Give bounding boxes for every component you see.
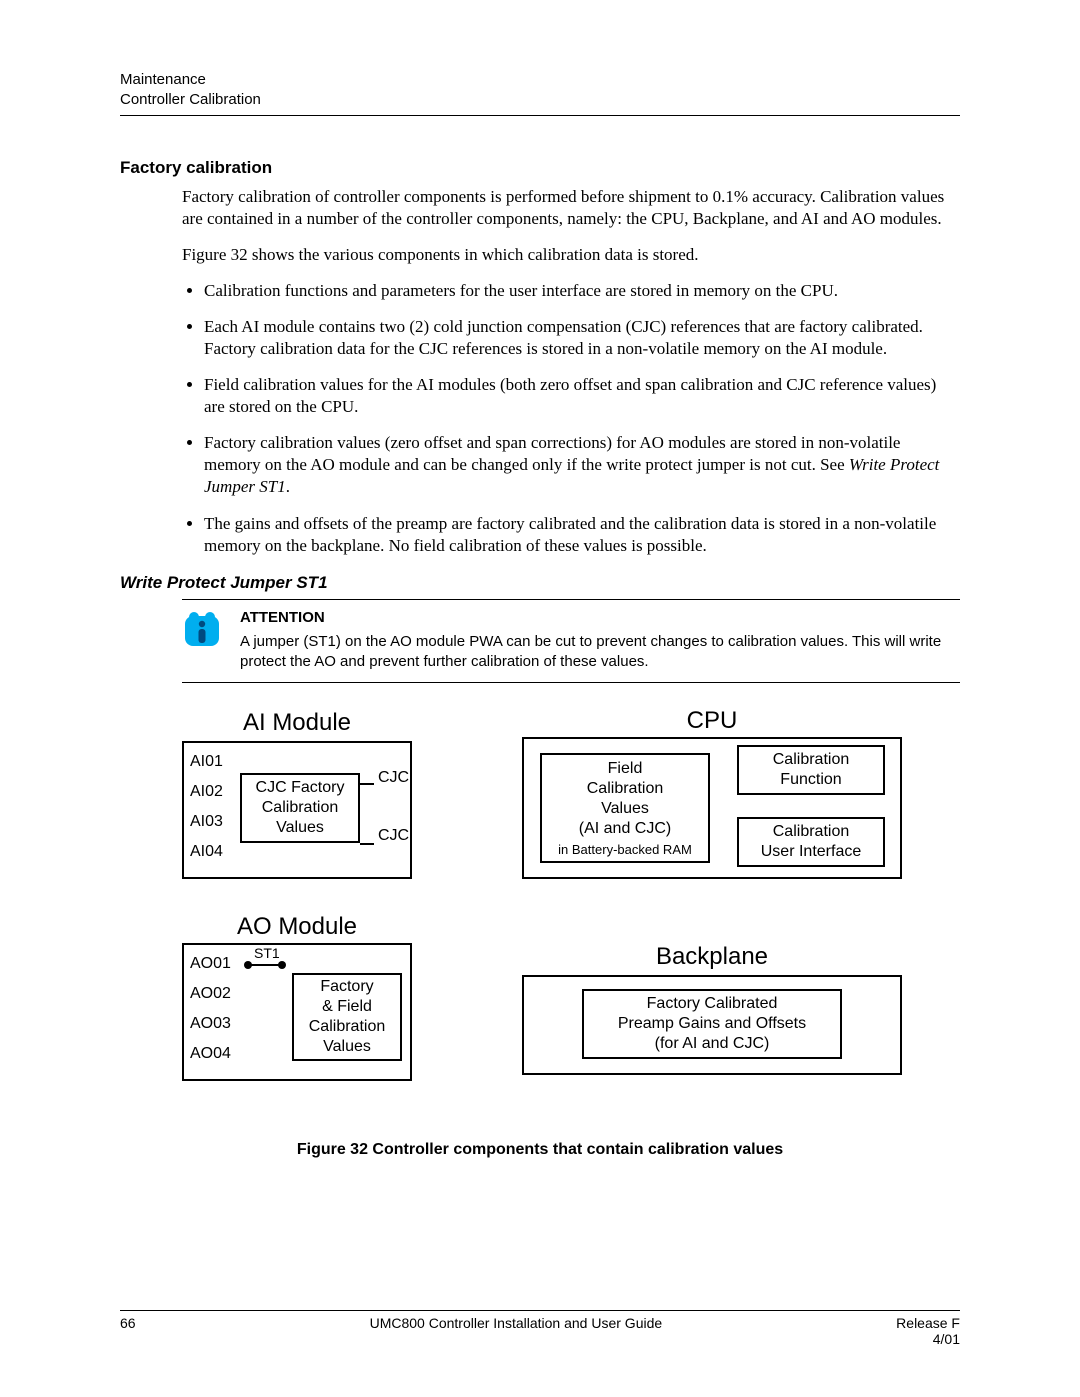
- page-footer: 66 UMC800 Controller Installation and Us…: [120, 1310, 960, 1347]
- backplane-label: Factory Calibrated Preamp Gains and Offs…: [618, 994, 806, 1054]
- ao-row-1: AO01: [190, 949, 231, 979]
- cpu-right-top-label: Calibration Function: [773, 750, 849, 790]
- cjc-line-2: [360, 843, 374, 845]
- attention-body: A jumper (ST1) on the AO module PWA can …: [240, 632, 960, 673]
- running-header: Maintenance Controller Calibration: [120, 70, 960, 116]
- body-text: Factory calibration of controller compon…: [182, 186, 960, 557]
- bullet-4: Factory calibration values (zero offset …: [204, 432, 960, 498]
- bullet-list: Calibration functions and parameters for…: [182, 280, 960, 557]
- bullet-4a: Factory calibration values (zero offset …: [204, 433, 900, 474]
- header-line2: Controller Calibration: [120, 90, 960, 110]
- backplane-inner-box: Factory Calibrated Preamp Gains and Offs…: [582, 989, 842, 1059]
- ao-row-labels: AO01 AO02 AO03 AO04: [190, 949, 231, 1069]
- cpu-right-bot-label: Calibration User Interface: [761, 822, 861, 862]
- cpu-left-box: Field Calibration Values (AI and CJC) in…: [540, 753, 710, 863]
- bullet-3: Field calibration values for the AI modu…: [204, 374, 960, 418]
- ao-module-title: AO Module: [182, 913, 412, 941]
- cjc-label-2: CJC: [378, 827, 409, 845]
- header-line1: Maintenance: [120, 70, 960, 90]
- footer-center: UMC800 Controller Installation and User …: [370, 1315, 663, 1347]
- ai-row-1: AI01: [190, 747, 223, 777]
- bullet-2: Each AI module contains two (2) cold jun…: [204, 316, 960, 360]
- ai-module-title: AI Module: [182, 709, 412, 737]
- cjc-line-1: [360, 783, 374, 785]
- ai-cjc-box: CJC Factory Calibration Values: [240, 773, 360, 843]
- write-protect-heading: Write Protect Jumper ST1: [120, 573, 960, 593]
- ai-cjc-box-label: CJC Factory Calibration Values: [256, 778, 345, 838]
- figure-32-diagram: AI Module AI01 AI02 AI03 AI04 CJC Factor…: [182, 713, 902, 1123]
- ao-values-label: Factory & Field Calibration Values: [309, 977, 385, 1057]
- attention-text: ATTENTION A jumper (ST1) on the AO modul…: [240, 608, 960, 673]
- footer-date: 4/01: [896, 1331, 960, 1347]
- cpu-right-top-box: Calibration Function: [737, 745, 885, 795]
- ai-row-labels: AI01 AI02 AI03 AI04: [190, 747, 223, 867]
- section-title: Factory calibration: [120, 158, 960, 178]
- cpu-left-main: Field Calibration Values (AI and CJC): [579, 759, 671, 839]
- ao-row-4: AO04: [190, 1039, 231, 1069]
- ao-row-2: AO02: [190, 979, 231, 1009]
- bullet-5: The gains and offsets of the preamp are …: [204, 513, 960, 557]
- ao-row-3: AO03: [190, 1009, 231, 1039]
- bullet-1: Calibration functions and parameters for…: [204, 280, 960, 302]
- cpu-left-sub: in Battery-backed RAM: [558, 842, 692, 857]
- attention-icon: [182, 608, 222, 673]
- figure-caption: Figure 32 Controller components that con…: [120, 1141, 960, 1159]
- cpu-right-bot-box: Calibration User Interface: [737, 817, 885, 867]
- footer-right: Release F 4/01: [896, 1315, 960, 1347]
- paragraph-1: Factory calibration of controller compon…: [182, 186, 960, 230]
- cjc-label-1: CJC: [378, 769, 409, 787]
- ao-values-box: Factory & Field Calibration Values: [292, 973, 402, 1061]
- attention-block: ATTENTION A jumper (ST1) on the AO modul…: [182, 599, 960, 684]
- paragraph-2: Figure 32 shows the various components i…: [182, 244, 960, 266]
- st1-jumper-icon: [242, 959, 292, 971]
- ai-row-4: AI04: [190, 837, 223, 867]
- ai-row-3: AI03: [190, 807, 223, 837]
- cpu-title: CPU: [522, 707, 902, 735]
- attention-title: ATTENTION: [240, 608, 960, 628]
- ai-row-2: AI02: [190, 777, 223, 807]
- backplane-title: Backplane: [522, 943, 902, 971]
- footer-page-number: 66: [120, 1315, 136, 1347]
- footer-release: Release F: [896, 1315, 960, 1331]
- bullet-4c: .: [286, 477, 290, 496]
